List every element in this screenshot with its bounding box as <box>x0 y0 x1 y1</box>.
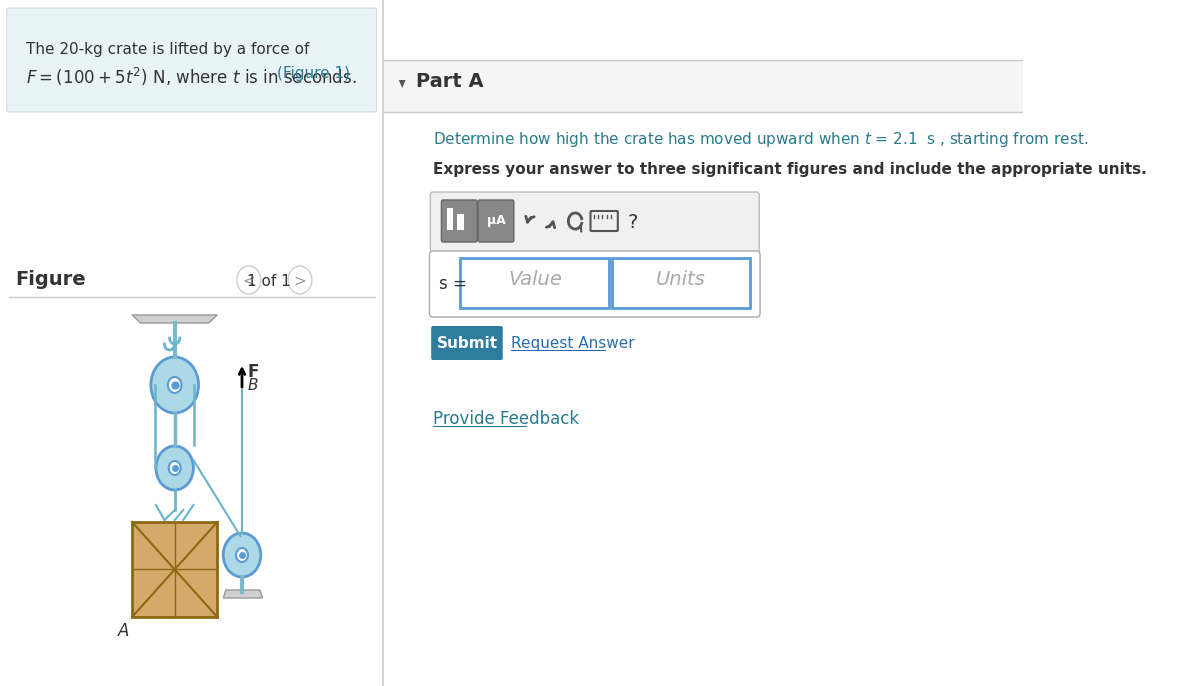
Circle shape <box>151 357 198 413</box>
Text: The 20-kg crate is lifted by a force of: The 20-kg crate is lifted by a force of <box>25 42 308 57</box>
Text: Express your answer to three significant figures and include the appropriate uni: Express your answer to three significant… <box>433 162 1147 177</box>
Text: μA: μA <box>487 214 506 227</box>
Text: 1 of 1: 1 of 1 <box>246 274 290 289</box>
Text: Part A: Part A <box>416 72 484 91</box>
FancyBboxPatch shape <box>478 200 514 242</box>
Circle shape <box>288 266 312 294</box>
FancyBboxPatch shape <box>460 258 610 308</box>
Polygon shape <box>223 590 263 598</box>
Text: A: A <box>118 622 128 640</box>
Text: <: < <box>242 274 256 289</box>
Text: B: B <box>248 378 258 393</box>
Polygon shape <box>398 80 406 88</box>
Circle shape <box>223 533 260 577</box>
FancyBboxPatch shape <box>612 258 750 308</box>
FancyBboxPatch shape <box>132 522 217 617</box>
Circle shape <box>236 266 260 294</box>
Text: $F = (100 + 5t^2)$ N, where $t$ is in seconds.: $F = (100 + 5t^2)$ N, where $t$ is in se… <box>25 66 356 88</box>
Text: Units: Units <box>656 270 706 289</box>
FancyBboxPatch shape <box>431 326 503 360</box>
Text: Value: Value <box>508 270 562 289</box>
Text: >: > <box>294 274 306 289</box>
Text: Figure: Figure <box>16 270 86 289</box>
Text: Determine how high the crate has moved upward when $t$ = 2.1  s , starting from : Determine how high the crate has moved u… <box>433 130 1088 149</box>
FancyBboxPatch shape <box>442 200 478 242</box>
FancyBboxPatch shape <box>430 251 760 317</box>
Text: Submit: Submit <box>437 336 498 351</box>
Circle shape <box>169 461 181 475</box>
Text: s =: s = <box>439 275 467 293</box>
Text: ?: ? <box>628 213 638 232</box>
Text: Request Answer: Request Answer <box>511 336 635 351</box>
Text: F: F <box>248 363 259 381</box>
Bar <box>446 208 454 230</box>
Circle shape <box>168 377 181 393</box>
FancyBboxPatch shape <box>384 60 1022 112</box>
Circle shape <box>156 446 193 490</box>
Bar <box>457 214 463 230</box>
Text: (Figure 1): (Figure 1) <box>277 66 350 81</box>
Polygon shape <box>132 315 217 323</box>
FancyBboxPatch shape <box>431 192 760 253</box>
Circle shape <box>236 548 248 562</box>
FancyBboxPatch shape <box>7 8 377 112</box>
Text: Provide Feedback: Provide Feedback <box>433 410 580 428</box>
